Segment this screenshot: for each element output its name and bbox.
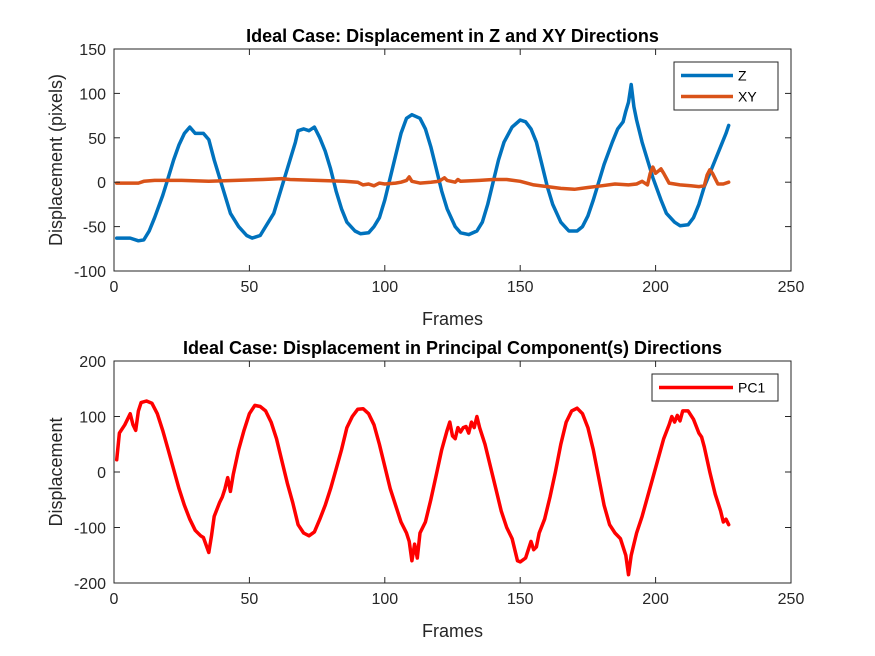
plot-z-xy: 0 50 100 150 200 250 -100 -50 0 50 100 150 Ideal Cas…	[46, 26, 804, 329]
x-tick-label: 0	[110, 591, 119, 608]
chart-title: Ideal Case: Displacement in Z and XY Dir…	[246, 26, 659, 46]
legend-label-z: Z	[738, 68, 747, 84]
x-tick-label: 250	[778, 279, 805, 296]
y-tick-label: 100	[79, 410, 106, 427]
chart-title: Ideal Case: Displacement in Principal Co…	[183, 338, 722, 358]
x-tick-label: 200	[642, 591, 669, 608]
x-tick-label: 150	[507, 591, 534, 608]
y-tick-label: 200	[79, 354, 106, 371]
legend: Z XY	[673, 61, 779, 111]
x-axis-label: Frames	[422, 309, 483, 329]
y-tick-label: 50	[88, 131, 106, 148]
x-tick-label: 150	[507, 279, 534, 296]
y-axis-label: Displacement	[46, 417, 66, 526]
y-tick-label: -50	[83, 220, 106, 237]
y-tick-label: 0	[97, 465, 106, 482]
plot-pc: 0 50 100 150 200 250 -200 -100 0 100 200 Ideal Case…	[46, 338, 804, 641]
series-group	[114, 399, 731, 577]
y-tick-label: 100	[79, 86, 106, 103]
series-line-pc1	[114, 399, 731, 577]
x-axis-label: Frames	[422, 621, 483, 641]
y-tick-label: 150	[79, 42, 106, 59]
x-tick-label: 100	[371, 591, 398, 608]
legend: PC1	[651, 373, 779, 402]
y-tick-label: -200	[74, 576, 106, 593]
series-line-z	[114, 82, 731, 243]
x-tick-label: 50	[241, 279, 259, 296]
series-line-xy	[114, 165, 731, 192]
legend-label-pc1: PC1	[738, 380, 765, 396]
y-tick-label: -100	[74, 521, 106, 538]
axes-box	[113, 48, 792, 272]
legend-label-xy: XY	[738, 89, 757, 105]
x-tick-label: 200	[642, 279, 669, 296]
y-axis-label: Displacement (pixels)	[46, 74, 66, 246]
legend-box	[673, 61, 779, 111]
y-tick-label: -100	[74, 264, 106, 281]
y-tick-label: 0	[97, 175, 106, 192]
x-tick-label: 0	[110, 279, 119, 296]
x-tick-label: 50	[241, 591, 259, 608]
x-tick-label: 100	[371, 279, 398, 296]
series-group	[114, 82, 731, 243]
x-tick-label: 250	[778, 591, 805, 608]
